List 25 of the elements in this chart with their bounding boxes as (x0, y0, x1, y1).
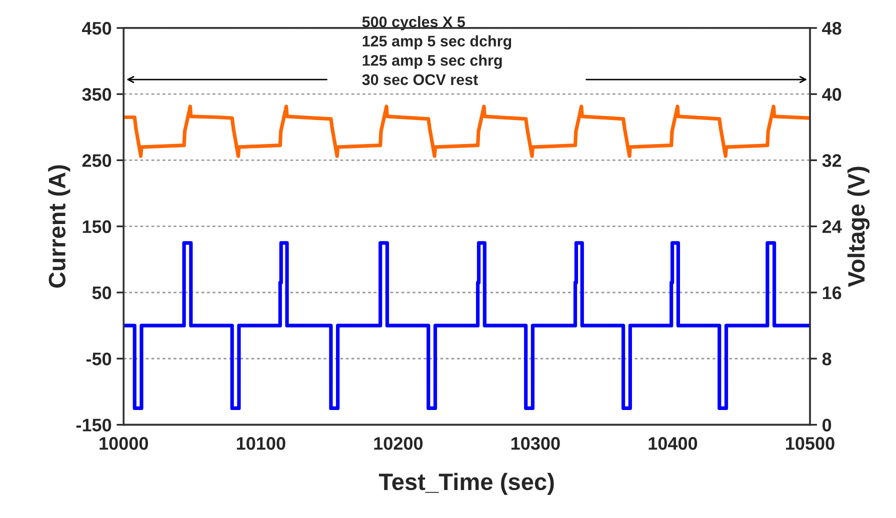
y-tick-label: -150 (76, 418, 112, 432)
x-tick-label: 10500 (786, 437, 834, 450)
x-tick-label: 10000 (100, 437, 148, 450)
y2-tick-label: 16 (822, 286, 842, 300)
y2-tick-label: 40 (822, 88, 842, 101)
y-axis-title: Current (A) (48, 165, 70, 288)
y-tick-label: 250 (82, 154, 112, 167)
x-tick-label: 10100 (236, 437, 286, 450)
x-tick-label: 10300 (511, 437, 560, 450)
y2-tick-label: 32 (822, 154, 842, 167)
y2-tick-label: 48 (822, 22, 842, 35)
x-tick-label: 10400 (648, 437, 698, 450)
y-tick-label: -50 (86, 352, 112, 366)
y2-tick-label: 0 (822, 418, 832, 432)
y-tick-label: 50 (92, 286, 112, 300)
y-tick-label: 450 (82, 22, 112, 35)
line-series (124, 104, 810, 158)
y2-tick-label: 8 (822, 352, 832, 366)
y-tick-label: 350 (82, 88, 112, 101)
line-series (124, 241, 810, 410)
x-tick-label: 10200 (374, 437, 423, 450)
y2-axis-title: Voltage (V) (847, 166, 870, 287)
x-axis-title: Test_Time (sec) (378, 472, 554, 495)
y-tick-label: 150 (82, 220, 112, 234)
y2-tick-label: 24 (822, 220, 842, 233)
